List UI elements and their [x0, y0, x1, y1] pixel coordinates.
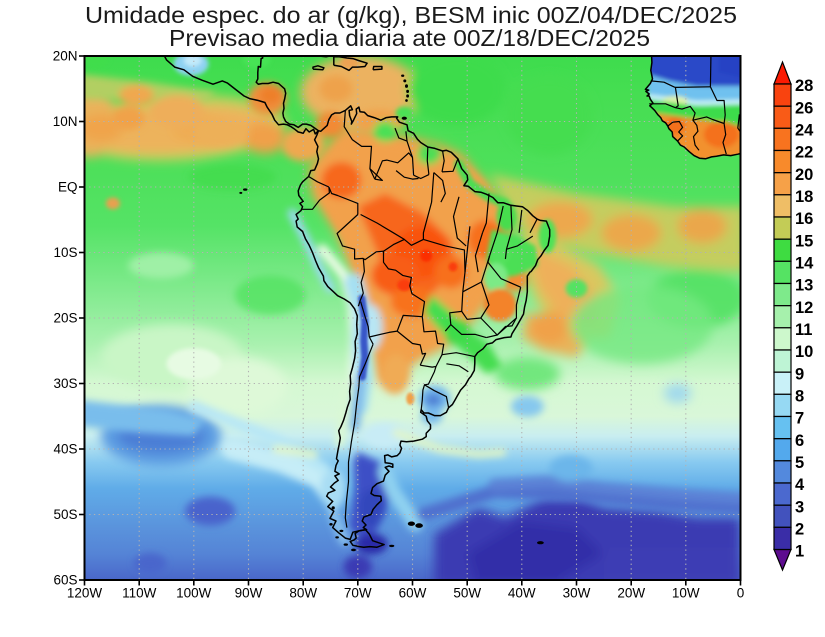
svg-text:110W: 110W — [122, 586, 157, 601]
svg-text:90W: 90W — [235, 586, 263, 601]
svg-text:9: 9 — [795, 365, 804, 383]
svg-text:20W: 20W — [617, 586, 645, 601]
svg-text:4: 4 — [795, 476, 805, 494]
svg-text:13: 13 — [795, 277, 813, 295]
svg-text:24: 24 — [795, 122, 814, 140]
svg-text:120W: 120W — [67, 586, 103, 601]
svg-text:10W: 10W — [672, 586, 700, 601]
svg-text:60S: 60S — [53, 573, 77, 588]
svg-text:3: 3 — [795, 498, 804, 516]
svg-text:Previsao media diaria ate 00Z/: Previsao media diaria ate 00Z/18/DEC/202… — [169, 25, 650, 51]
svg-text:20: 20 — [795, 166, 813, 184]
svg-text:26: 26 — [795, 99, 813, 117]
svg-text:12: 12 — [795, 299, 813, 317]
svg-text:30W: 30W — [563, 586, 591, 601]
svg-text:16: 16 — [795, 210, 813, 228]
svg-text:30S: 30S — [53, 376, 77, 391]
svg-text:20S: 20S — [53, 311, 77, 326]
svg-text:60W: 60W — [399, 586, 427, 601]
svg-text:18: 18 — [795, 188, 813, 206]
svg-text:50W: 50W — [453, 586, 481, 601]
svg-text:22: 22 — [795, 144, 813, 162]
svg-text:40W: 40W — [508, 586, 536, 601]
svg-text:1: 1 — [795, 543, 804, 561]
svg-text:100W: 100W — [176, 586, 212, 601]
svg-text:14: 14 — [795, 255, 814, 273]
svg-text:70W: 70W — [344, 586, 372, 601]
svg-text:5: 5 — [795, 454, 804, 472]
svg-text:8: 8 — [795, 388, 804, 406]
svg-text:15: 15 — [795, 232, 813, 250]
svg-text:80W: 80W — [289, 586, 317, 601]
svg-text:28: 28 — [795, 77, 813, 95]
svg-text:10N: 10N — [53, 114, 78, 129]
svg-text:EQ: EQ — [58, 180, 78, 195]
svg-text:50S: 50S — [53, 507, 77, 522]
svg-text:7: 7 — [795, 410, 804, 428]
svg-text:0: 0 — [737, 586, 745, 601]
svg-text:6: 6 — [795, 432, 804, 450]
svg-text:20N: 20N — [53, 49, 78, 64]
svg-text:Umidade espec. do ar (g/kg), B: Umidade espec. do ar (g/kg), BESM inic 0… — [85, 2, 737, 28]
svg-text:11: 11 — [795, 321, 812, 339]
svg-text:10: 10 — [795, 343, 813, 361]
svg-text:40S: 40S — [53, 442, 77, 457]
svg-text:10S: 10S — [53, 245, 77, 260]
svg-text:2: 2 — [795, 521, 804, 539]
